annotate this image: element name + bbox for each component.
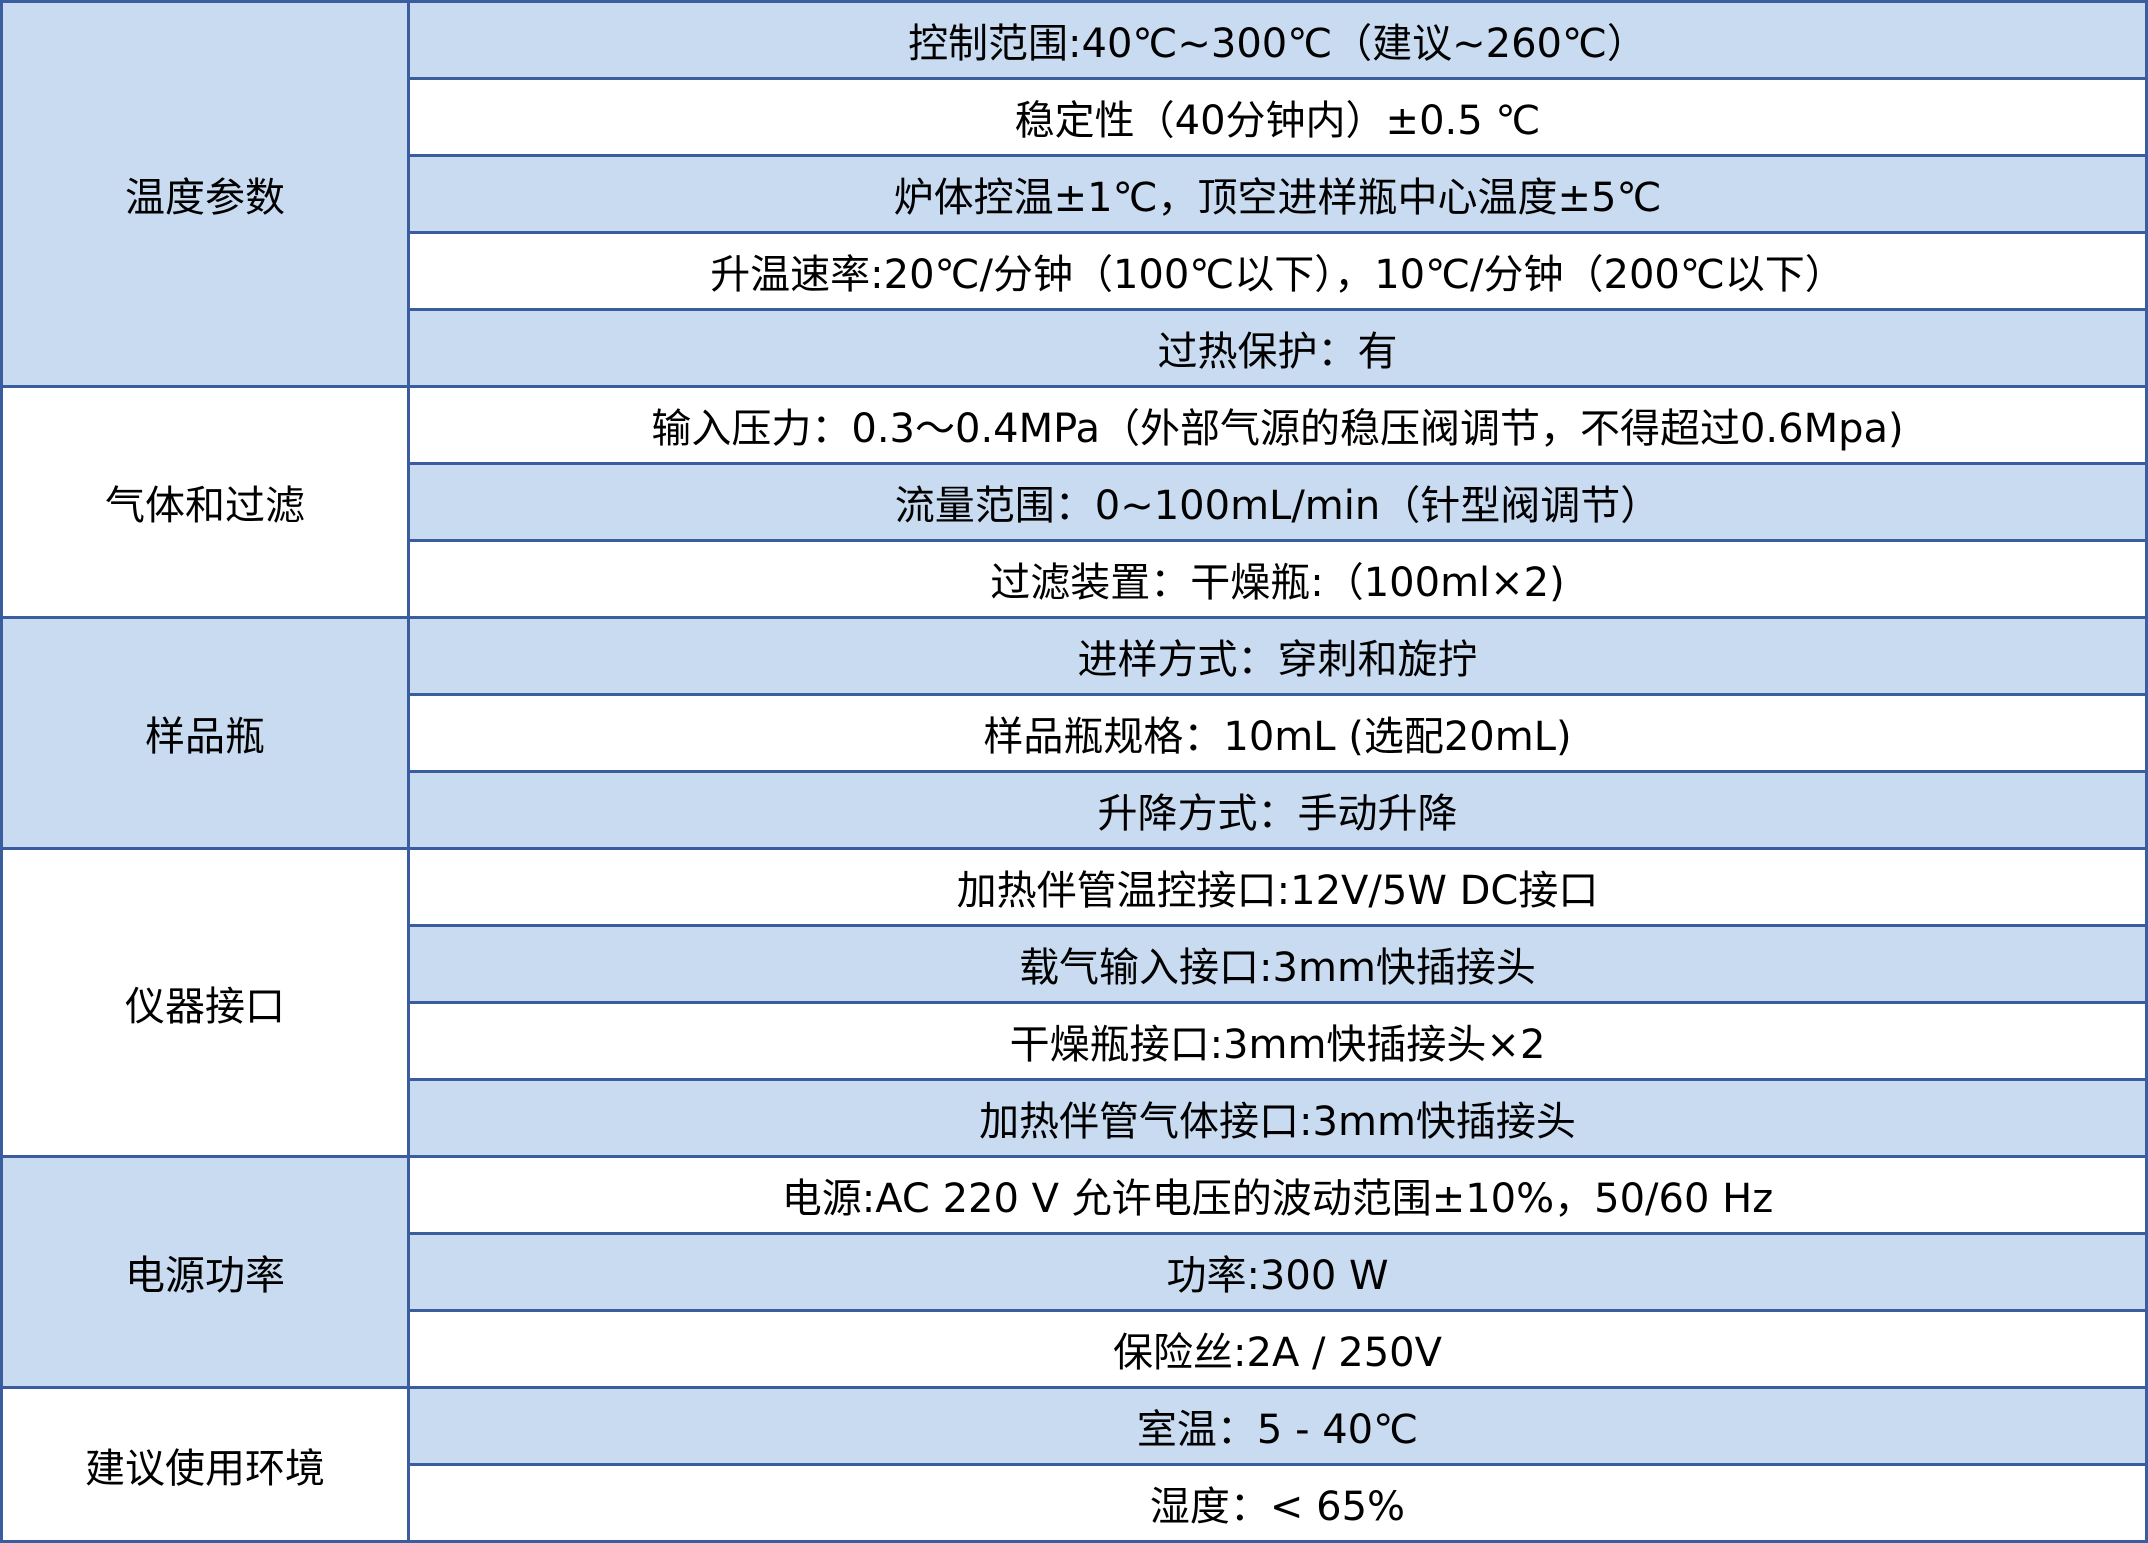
spec-row: 过热保护：有 (2, 308, 2148, 388)
spec-row: 功率:300 W (2, 1232, 2148, 1312)
spec-row: 气体和过滤 输入压力：0.3～0.4MPa（外部气源的稳压阀调节，不得超过0.6M… (0, 385, 2148, 619)
spec-row: 流量范围：0~100mL/min（针型阀调节） (2, 462, 2148, 542)
spec-value-cell: 室温：5 - 40℃ (407, 1386, 2148, 1466)
spec-value-cell: 过热保护：有 (407, 308, 2148, 388)
spec-row: 温度参数 控制范围:40℃~300℃（建议~260℃） (0, 0, 2148, 388)
spec-value-cell: 干燥瓶接口:3mm快插接头×2 (407, 1001, 2148, 1081)
spec-row: 仪器接口 加热伴管温控接口:12V/5W DC接口 (0, 847, 2148, 1158)
spec-value-cell: 加热伴管温控接口:12V/5W DC接口 (407, 847, 2148, 927)
spec-value-cell: 炉体控温±1℃，顶空进样瓶中心温度±5℃ (407, 154, 2148, 234)
spec-row: 载气输入接口:3mm快插接头 (2, 924, 2148, 1004)
category-cell: 电源功率 (0, 1155, 410, 1389)
spec-row: 炉体控温±1℃，顶空进样瓶中心温度±5℃ (2, 154, 2148, 234)
spec-value-cell: 流量范围：0~100mL/min（针型阀调节） (407, 462, 2148, 542)
category-cell: 仪器接口 (0, 847, 410, 1158)
spec-value-cell: 升温速率:20℃/分钟（100℃以下），10℃/分钟（200℃以下） (407, 231, 2148, 311)
spec-value-cell: 保险丝:2A / 250V (407, 1309, 2148, 1389)
spec-value-cell: 湿度：< 65% (407, 1463, 2148, 1543)
spec-row: 干燥瓶接口:3mm快插接头×2 (2, 1001, 2148, 1081)
spec-row: 过滤装置：干燥瓶:（100ml×2) (2, 539, 2148, 619)
spec-row: 电源功率 电源:AC 220 V 允许电压的波动范围±10%，50/60 Hz (0, 1155, 2148, 1389)
spec-row: 加热伴管气体接口:3mm快插接头 (2, 1078, 2148, 1158)
spec-value-cell: 加热伴管气体接口:3mm快插接头 (407, 1078, 2148, 1158)
spec-value-cell: 升降方式：手动升降 (407, 770, 2148, 850)
spec-row: 样品瓶 进样方式：穿刺和旋拧 (0, 616, 2148, 850)
spec-value-cell: 载气输入接口:3mm快插接头 (407, 924, 2148, 1004)
spec-value-cell: 电源:AC 220 V 允许电压的波动范围±10%，50/60 Hz (407, 1155, 2148, 1235)
spec-value-cell: 样品瓶规格：10mL (选配20mL) (407, 693, 2148, 773)
spec-row: 升温速率:20℃/分钟（100℃以下），10℃/分钟（200℃以下） (2, 231, 2148, 311)
spec-row: 保险丝:2A / 250V (2, 1309, 2148, 1389)
spec-value-cell: 控制范围:40℃~300℃（建议~260℃） (407, 0, 2148, 80)
spec-value-cell: 过滤装置：干燥瓶:（100ml×2) (407, 539, 2148, 619)
category-cell: 建议使用环境 (0, 1386, 410, 1543)
spec-row: 稳定性（40分钟内）±0.5 ℃ (2, 77, 2148, 157)
spec-row: 升降方式：手动升降 (2, 770, 2148, 850)
spec-row: 样品瓶规格：10mL (选配20mL) (2, 693, 2148, 773)
category-cell: 气体和过滤 (0, 385, 410, 619)
spec-value-cell: 进样方式：穿刺和旋拧 (407, 616, 2148, 696)
category-cell: 样品瓶 (0, 616, 410, 850)
spec-value-cell: 输入压力：0.3～0.4MPa（外部气源的稳压阀调节，不得超过0.6Mpa) (407, 385, 2148, 465)
spec-value-cell: 稳定性（40分钟内）±0.5 ℃ (407, 77, 2148, 157)
category-cell: 温度参数 (0, 0, 410, 388)
spec-value-cell: 功率:300 W (407, 1232, 2148, 1312)
spec-row: 建议使用环境 室温：5 - 40℃ (0, 1386, 2148, 1543)
